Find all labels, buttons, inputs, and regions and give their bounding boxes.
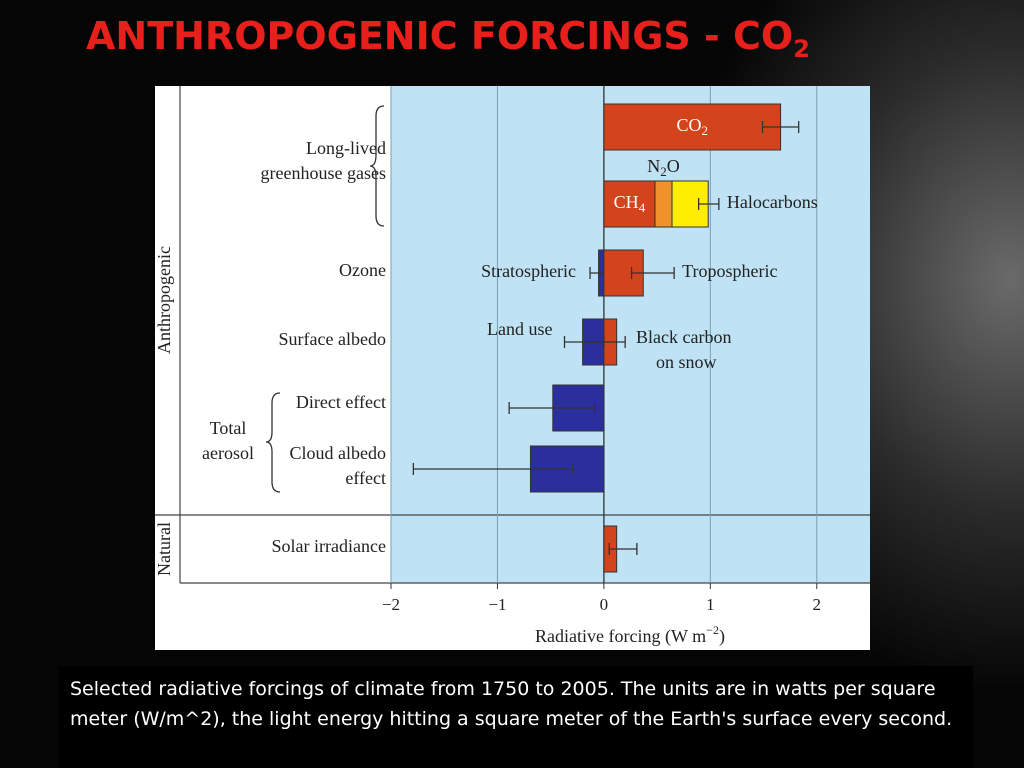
bar-label: N2O: [647, 156, 680, 179]
plot-area: [391, 86, 870, 583]
bar-label-text: O: [667, 156, 680, 176]
bar-label-sub: 2: [701, 123, 708, 138]
row-label: Cloud albedo: [290, 443, 387, 463]
title-subscript: 2: [793, 35, 810, 63]
bar-label: Tropospheric: [682, 261, 777, 281]
bracket-label: Total: [210, 418, 247, 438]
row-label: Long-lived: [306, 138, 386, 158]
row-label: Solar irradiance: [272, 536, 386, 556]
row-label: greenhouse gases: [261, 163, 386, 183]
x-tick-label: 2: [813, 595, 822, 614]
group-label: Natural: [154, 522, 174, 576]
error-bar: [412, 463, 574, 475]
bar-label-text: N: [647, 156, 660, 176]
bar-label-text: Black carbon: [636, 327, 731, 347]
row-label: Ozone: [339, 260, 386, 280]
bar-label-text: CO: [676, 115, 701, 135]
row-label: effect: [345, 468, 386, 488]
bar-label-text: Stratospheric: [481, 261, 576, 281]
bar-label-sub: 2: [660, 164, 667, 179]
bar-label-text: Land use: [487, 319, 552, 339]
error-bar: [697, 198, 720, 210]
bar-label: on snow: [656, 352, 717, 372]
x-tick-label: 0: [600, 595, 609, 614]
x-axis-label-sup: −2: [706, 623, 719, 637]
error-bar: [761, 121, 800, 133]
x-tick-label: 1: [706, 595, 715, 614]
bar-label-text: CH: [614, 192, 639, 212]
x-tick-label: −1: [488, 595, 506, 614]
title-text: ANTHROPOGENIC FORCINGS - CO: [86, 14, 794, 58]
bracket: [265, 392, 281, 493]
bar: [603, 180, 656, 228]
bar: [603, 103, 782, 151]
bar-label-text: Tropospheric: [682, 261, 777, 281]
row-label: Direct effect: [296, 392, 386, 412]
bracket-label: aerosol: [202, 443, 254, 463]
bar-label-text: Halocarbons: [727, 192, 818, 212]
bracket: [369, 105, 385, 227]
caption: Selected radiative forcings of climate f…: [58, 666, 973, 768]
bar-label: CO2: [676, 115, 708, 138]
x-tick-label: −2: [382, 595, 400, 614]
bar-label: Black carbon: [636, 327, 731, 347]
x-axis-label-text: Radiative forcing (W m: [535, 626, 706, 647]
bar-label: Halocarbons: [727, 192, 818, 212]
x-axis-label: Radiative forcing (W m−2): [535, 623, 725, 647]
slide-title: ANTHROPOGENIC FORCINGS - CO2: [86, 14, 810, 63]
bar-label-sub: 4: [639, 200, 646, 215]
group-label: Anthropogenic: [154, 246, 174, 354]
row-label: Surface albedo: [279, 329, 386, 349]
bar-label: Land use: [487, 319, 552, 339]
error-bar: [603, 336, 626, 348]
x-axis-label-end: ): [719, 626, 725, 647]
error-bar: [508, 402, 597, 414]
error-bar: [608, 543, 638, 555]
bar-label: CH4: [614, 192, 646, 215]
error-bar: [630, 267, 675, 279]
bar-label: Stratospheric: [481, 261, 576, 281]
bar: [654, 180, 673, 228]
